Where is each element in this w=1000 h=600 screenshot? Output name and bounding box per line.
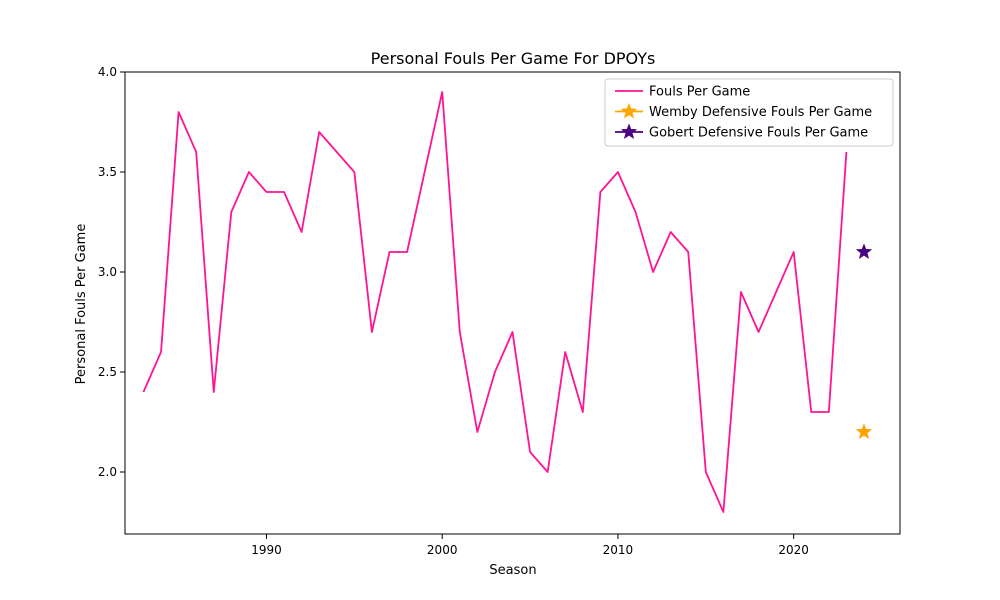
y-tick-label: 2.0: [98, 465, 117, 479]
y-tick-label: 4.0: [98, 65, 117, 79]
y-tick-label: 2.5: [98, 365, 117, 379]
x-axis-label: Season: [489, 563, 536, 578]
fouls-per-game-line: [142, 91, 848, 513]
x-tick-label: 2010: [603, 543, 634, 557]
wemby-star-marker: [855, 423, 873, 440]
chart-title: Personal Fouls Per Game For DPOYs: [371, 49, 656, 68]
legend-wemby-star-icon: [620, 102, 638, 119]
y-tick-label: 3.0: [98, 265, 117, 279]
legend-gobert-label: Gobert Defensive Fouls Per Game: [649, 126, 868, 141]
x-axis: 1990 2000 2010 2020: [251, 534, 809, 557]
legend-box: [604, 78, 894, 147]
legend-wemby-label: Wemby Defensive Fouls Per Game: [649, 105, 872, 120]
x-tick-label: 2000: [427, 543, 458, 557]
x-tick-label: 2020: [778, 543, 809, 557]
legend-fouls-per-game-label: Fouls Per Game: [649, 85, 750, 100]
legend-gobert-star-icon: [620, 123, 638, 140]
y-axis-label: Personal Fouls Per Game: [74, 224, 89, 385]
legend: Fouls Per Game Wemby Defensive Fouls Per …: [604, 78, 894, 147]
plot-frame: [124, 71, 901, 535]
plot-area: [124, 71, 901, 535]
y-tick-label: 3.5: [98, 165, 117, 179]
x-tick-label: 1990: [251, 543, 282, 557]
y-axis: 2.0 2.5 3.0 3.5 4.0: [98, 65, 125, 479]
gobert-star-marker: [855, 243, 873, 260]
